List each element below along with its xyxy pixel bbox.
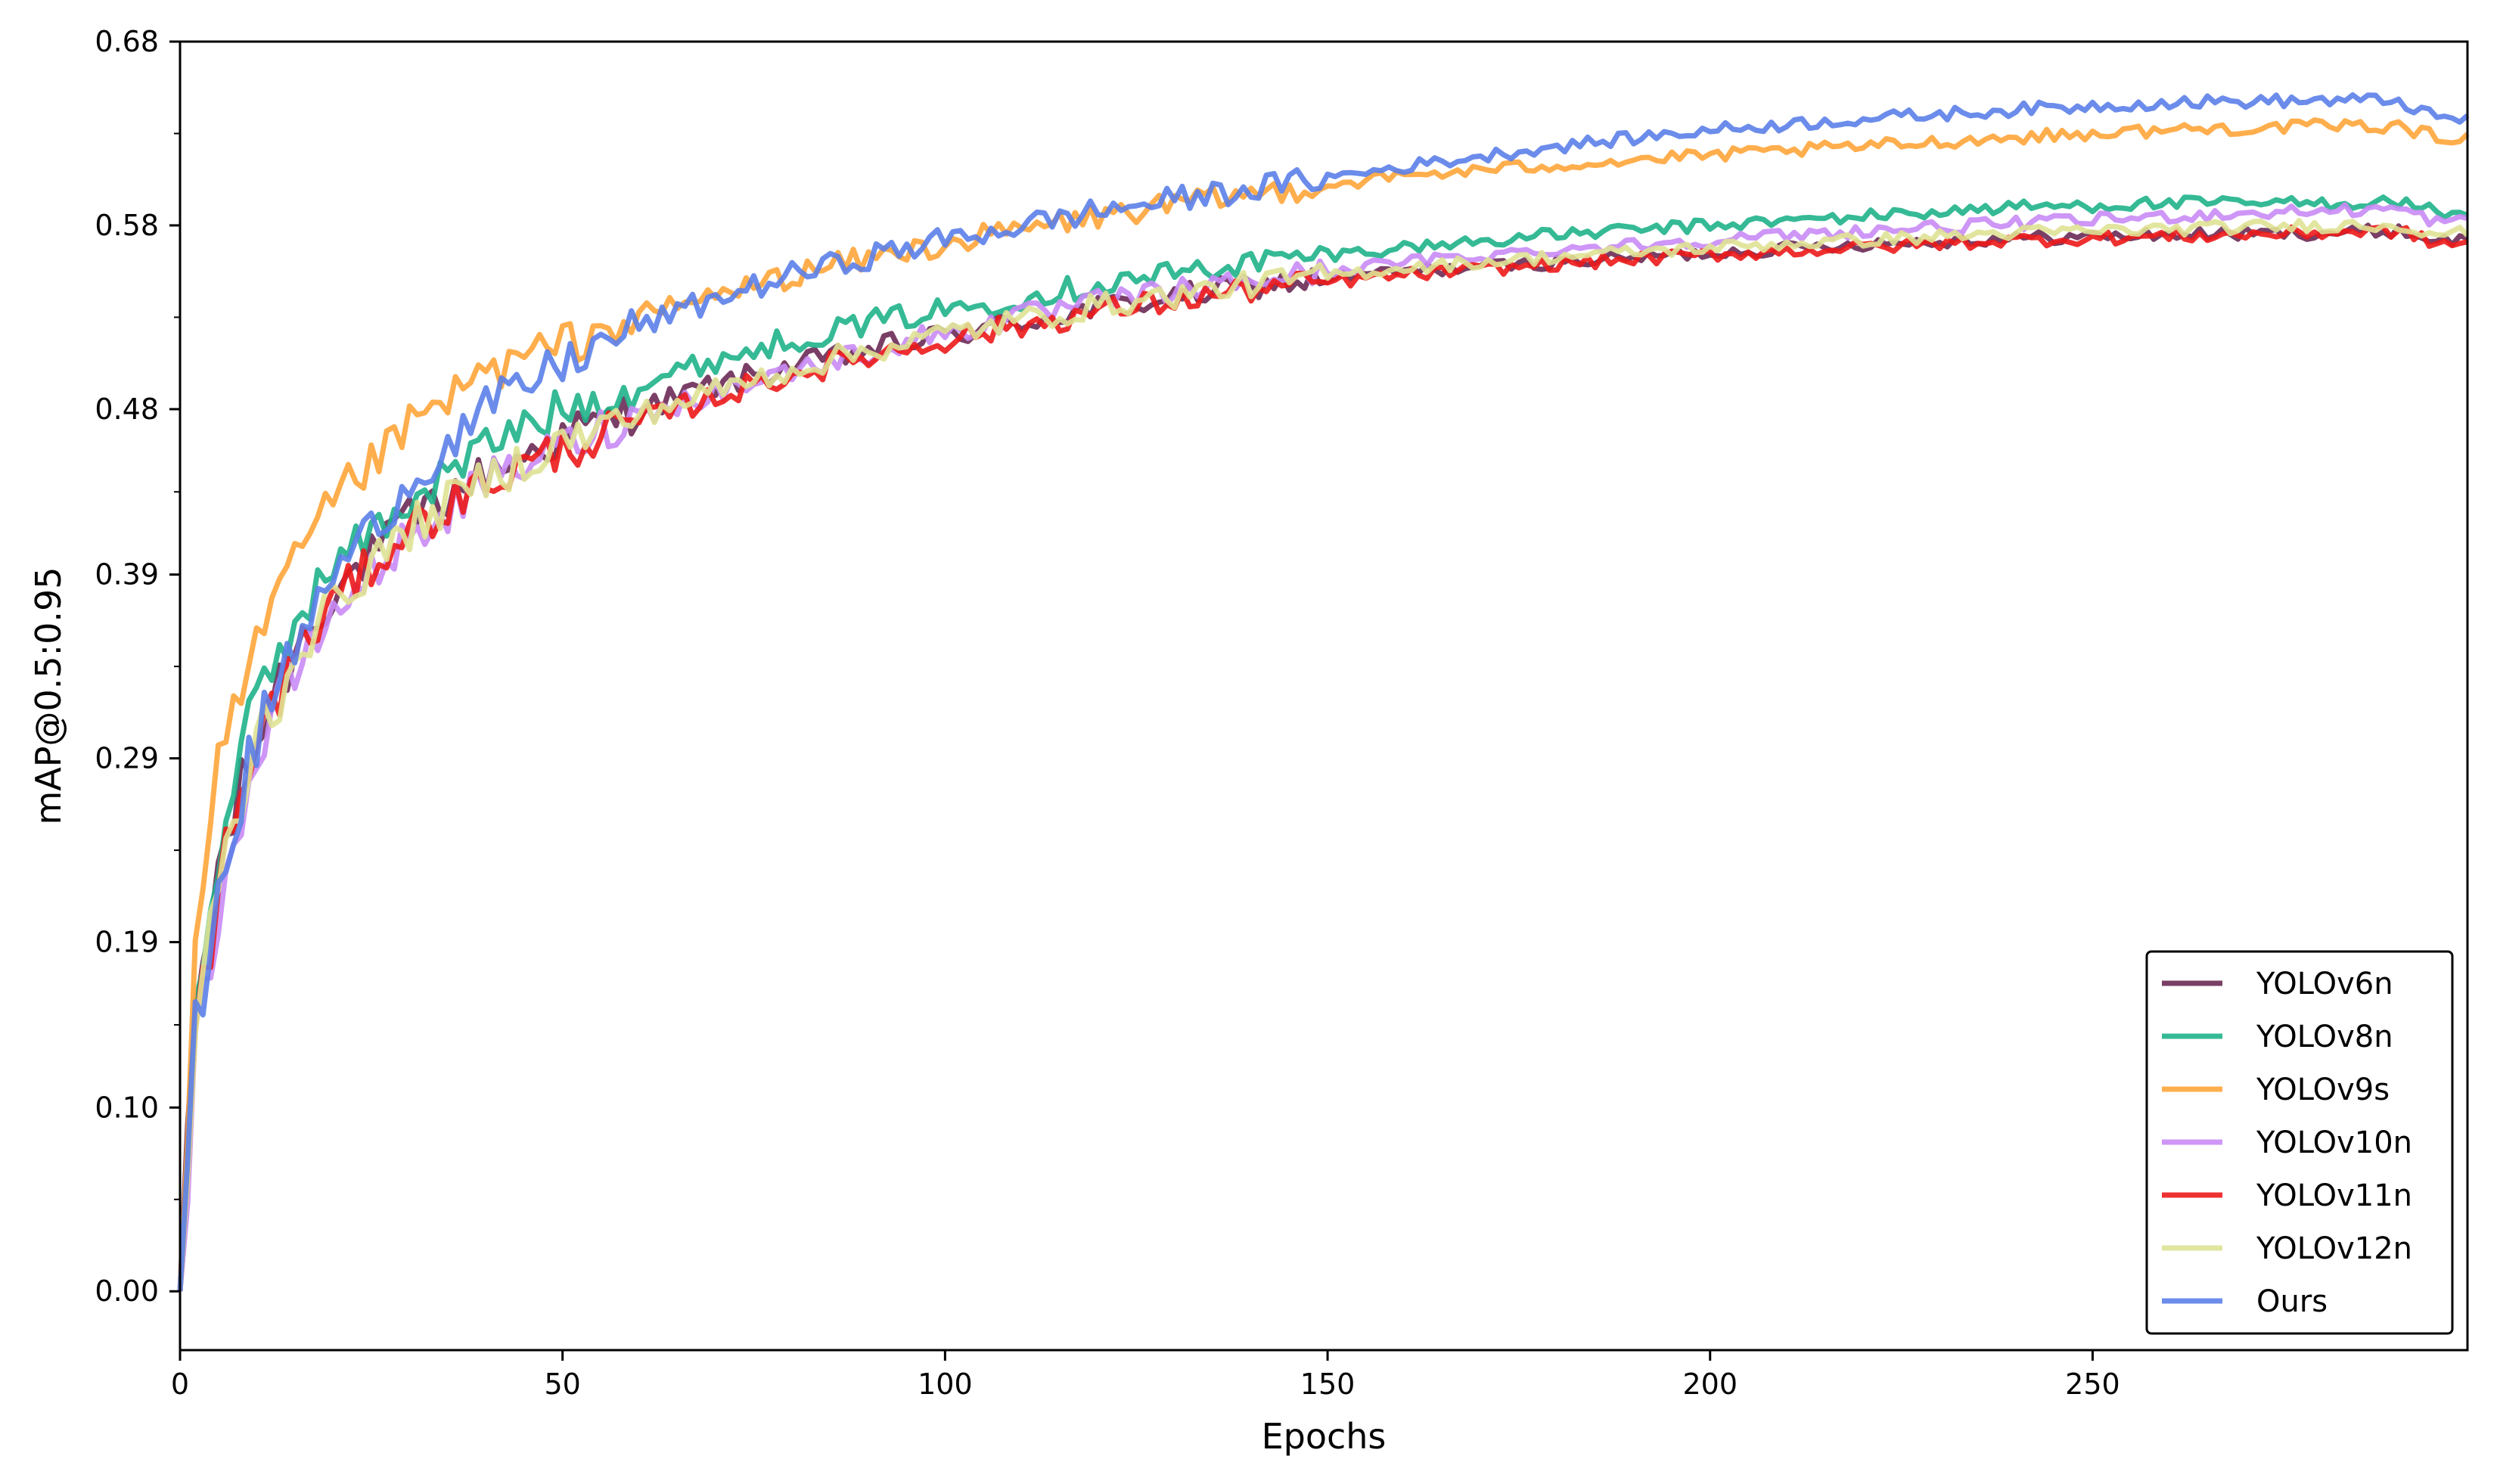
y-tick-label: 0.48 xyxy=(95,393,159,426)
legend-label: Ours xyxy=(2256,1284,2328,1319)
legend-item-ours: Ours xyxy=(2162,1284,2328,1319)
legend-item-yolov8n: YOLOv8n xyxy=(2162,1020,2393,1054)
legend-label: YOLOv12n xyxy=(2256,1231,2412,1266)
series-line-ours xyxy=(177,92,2470,1292)
series-line-yolov12n xyxy=(177,218,2470,1292)
legend-label: YOLOv8n xyxy=(2256,1020,2393,1054)
y-tick-label: 0.19 xyxy=(95,926,159,959)
series-line-yolov9s xyxy=(177,117,2470,1292)
legend-label: YOLOv6n xyxy=(2256,967,2393,1001)
legend-items: YOLOv6n YOLOv8n YOLOv9s YOLOv10n YOLOv11n YOL… xyxy=(2162,967,2412,1319)
legend-item-yolov6n: YOLOv6n xyxy=(2162,967,2393,1001)
x-tick-label: 150 xyxy=(1300,1368,1356,1401)
x-axis-label: Epochs xyxy=(1262,1416,1387,1457)
y-tick-label: 0.29 xyxy=(95,742,159,775)
legend-item-yolov9s: YOLOv9s xyxy=(2162,1073,2390,1107)
series-line-yolov11n xyxy=(177,224,2468,1292)
y-tick-label: 0.10 xyxy=(95,1091,159,1124)
y-axis: 0.00 0.10 0.19 0.29 0.39 0.48 0.58 0.68 xyxy=(95,25,180,1308)
legend: YOLOv6n YOLOv8n YOLOv9s YOLOv10n YOLOv11n YOL… xyxy=(2145,950,2454,1335)
y-tick-label: 0.00 xyxy=(95,1274,159,1308)
series-line-yolov8n xyxy=(177,194,2469,1292)
legend-label: YOLOv10n xyxy=(2256,1125,2412,1160)
x-tick-label: 250 xyxy=(2065,1368,2120,1401)
y-tick-label: 0.68 xyxy=(95,25,159,58)
legend-item-yolov10n: YOLOv10n xyxy=(2162,1125,2412,1160)
x-tick-label: 100 xyxy=(918,1368,973,1401)
x-tick-label: 0 xyxy=(171,1368,189,1401)
x-axis: 0 50 100 150 200 250 xyxy=(171,1350,2120,1401)
y-tick-label: 0.39 xyxy=(95,558,159,591)
legend-label: YOLOv9s xyxy=(2256,1073,2390,1107)
legend-item-yolov11n: YOLOv11n xyxy=(2162,1178,2412,1213)
x-tick-label: 50 xyxy=(545,1368,581,1401)
legend-label: YOLOv11n xyxy=(2256,1178,2412,1213)
plot-frame xyxy=(179,40,2469,1352)
y-axis-label: mAP@0.5:0.95 xyxy=(28,567,69,824)
series-layer xyxy=(177,92,2470,1292)
legend-item-yolov12n: YOLOv12n xyxy=(2162,1231,2412,1266)
y-tick-label: 0.58 xyxy=(95,209,159,242)
x-tick-label: 200 xyxy=(1682,1368,1738,1401)
legend-box xyxy=(2145,950,2454,1335)
